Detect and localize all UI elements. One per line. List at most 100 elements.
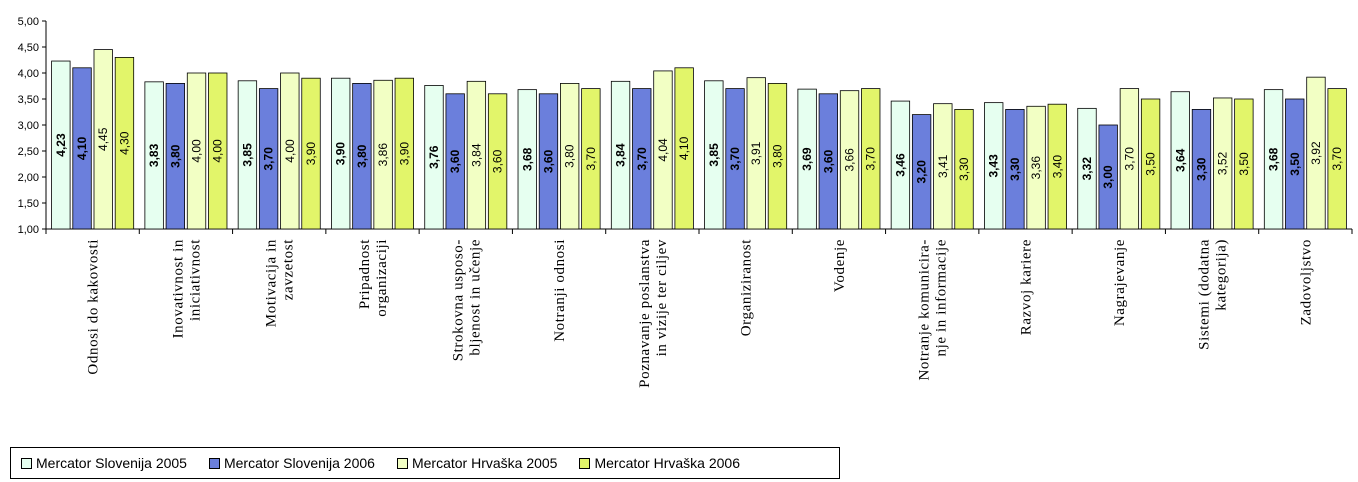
data-label: 3,30 [1194,157,1208,181]
bar [1098,124,1118,230]
data-label: 4,00 [283,139,297,163]
data-label: 3,70 [584,147,598,171]
bar [1263,89,1284,230]
bar [674,67,694,230]
data-label: 3,41 [936,154,950,178]
data-label: 3,70 [1330,147,1344,171]
legend-item: Mercator Hrvaška 2005 [396,455,557,471]
data-label: 3,70 [635,147,649,171]
bar [165,83,185,230]
data-label: 3,90 [334,142,348,166]
y-tick-label: 4,00 [18,68,39,80]
data-label: 3,70 [864,147,878,171]
bar [1213,97,1233,230]
legend-item: Mercator Hrvaška 2006 [579,455,740,471]
data-label: 3,83 [147,143,161,167]
category-label: Vodenje [832,239,848,292]
data-label: 3,86 [376,143,390,167]
data-label: 3,80 [563,144,577,168]
data-label: 3,70 [728,147,742,171]
bar [767,83,788,230]
bar [797,88,817,230]
data-label: 3,85 [707,143,721,167]
bar [581,88,601,230]
category-label: Nagrajevanje [1112,239,1128,326]
bar [1234,98,1254,230]
bar [725,88,745,230]
bar [746,77,766,230]
legend-label: Mercator Slovenija 2006 [223,455,375,471]
category-label: Odnosi do kakovosti [86,239,102,375]
category-label: organizaciji [374,239,390,317]
bar [72,67,92,230]
bar [1327,88,1347,230]
data-label: 3,66 [843,148,857,172]
category-label: Poznavanje poslanstva [637,239,653,388]
bar [424,85,444,230]
data-label: 4,23 [54,133,68,157]
bar [610,80,631,230]
bar [890,100,911,230]
bar [1306,76,1326,230]
data-label: 3,60 [448,149,462,173]
y-tick-label: 5,00 [18,16,39,28]
data-label: 3,50 [1288,152,1302,176]
data-label: 3,20 [915,160,929,184]
data-label: 3,68 [1267,147,1281,171]
bar [301,77,321,230]
bar [208,72,228,230]
data-label: 3,80 [355,144,369,168]
y-tick-label: 3,00 [18,120,39,132]
bar [1140,98,1161,230]
bar [653,70,673,230]
data-label: 3,32 [1080,157,1094,181]
bar [466,80,487,230]
legend-swatch [208,457,220,469]
category-label: bljenost in učenje [467,239,483,356]
data-label: 3,70 [262,147,276,171]
category-label: Zadovoljstvo [1298,239,1314,325]
y-tick-label: 2,00 [18,172,39,184]
data-label: 3,76 [427,145,441,169]
category-label: Sistemi (dodatna [1197,239,1213,350]
data-label: 3,60 [541,149,555,173]
data-label: 4,00 [211,139,225,163]
data-label: 3,70 [1122,147,1136,171]
bar [280,72,300,230]
bar [933,103,953,230]
data-label: 3,64 [1173,148,1187,172]
data-label: 3,60 [491,149,505,173]
data-label: 3,43 [987,154,1001,178]
y-tick-label: 4,50 [18,42,39,54]
bar [144,81,164,230]
bar [114,57,135,230]
bar [331,77,351,230]
data-label: 3,80 [770,144,784,168]
bar [394,77,414,230]
data-label: 3,36 [1029,156,1043,180]
data-label: 3,46 [893,153,907,177]
data-label: 3,00 [1101,165,1115,189]
data-label: 4,10 [677,136,691,160]
bar [954,109,974,230]
bar [186,72,207,230]
bar [1285,98,1305,230]
data-label: 3,90 [397,142,411,166]
data-label: 3,69 [800,147,814,171]
category-label: kategorija) [1214,239,1230,311]
data-label: 3,85 [240,143,254,167]
bar [1170,91,1190,230]
category-label: Inovativnost in [170,239,186,338]
data-label: 3,50 [1237,152,1251,176]
bar [911,114,932,230]
bar [984,102,1004,230]
legend-swatch [21,457,32,469]
bar [445,93,465,230]
data-label: 3,50 [1144,152,1158,176]
data-label: 4,30 [117,131,131,155]
category-label: Organiziranost [739,239,755,336]
legend-item: Mercator Slovenija 2005 [21,455,187,471]
data-label: 3,92 [1309,141,1323,165]
data-label: 3,30 [1008,157,1022,181]
